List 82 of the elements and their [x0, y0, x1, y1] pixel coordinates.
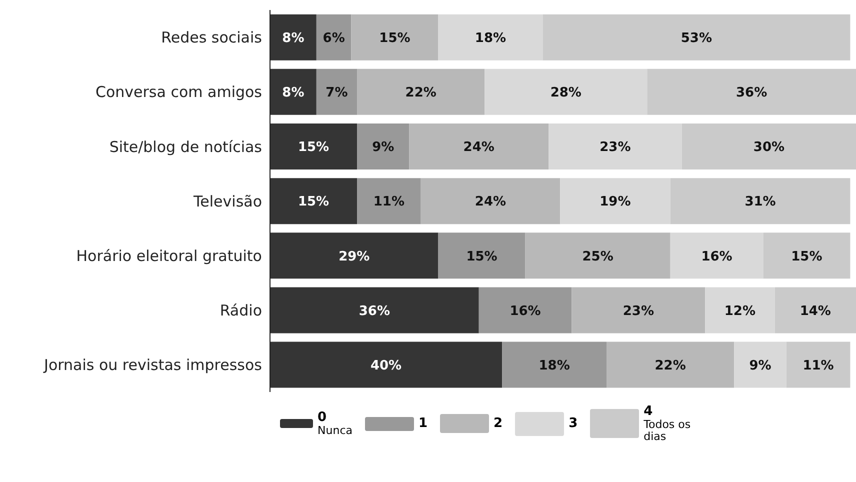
data-label: 16% — [701, 249, 732, 264]
bar — [270, 342, 502, 388]
y-tick-label: Conversa com amigos — [96, 83, 262, 102]
bar — [438, 232, 526, 279]
y-tick-label: Televisão — [192, 192, 262, 210]
data-label: 40% — [370, 358, 402, 374]
y-tick-label: Rádio — [220, 301, 262, 320]
bar — [560, 178, 670, 224]
data-label: 15% — [298, 194, 330, 210]
bar — [270, 287, 479, 334]
data-label: 53% — [680, 30, 712, 46]
bar — [316, 68, 358, 115]
bar — [763, 232, 850, 279]
bar — [316, 14, 352, 60]
bar — [478, 287, 572, 334]
bar — [270, 178, 358, 224]
data-label: 8% — [282, 30, 304, 46]
data-label: 16% — [510, 304, 541, 319]
bar — [484, 68, 648, 115]
bar — [705, 287, 775, 334]
y-tick-label: Jornais ou revistas impressos — [43, 356, 262, 374]
data-label: 18% — [538, 358, 570, 374]
y-tick-label: Horário eleitoral gratuito — [76, 246, 262, 265]
bar — [357, 178, 421, 224]
data-label: 6% — [322, 30, 345, 46]
data-label: 36% — [358, 304, 390, 319]
bar — [682, 124, 856, 170]
bar — [542, 14, 850, 60]
data-label: 24% — [474, 194, 506, 210]
legend-label: 4 Todos os dias — [644, 404, 692, 443]
bar — [572, 287, 706, 334]
data-label: 24% — [463, 140, 494, 156]
bar — [670, 178, 850, 224]
data-label: 29% — [338, 249, 370, 264]
bar — [351, 14, 438, 60]
data-label: 19% — [600, 194, 631, 210]
bar — [409, 124, 548, 170]
bar — [357, 68, 485, 115]
data-label: 23% — [600, 140, 631, 156]
data-label: 15% — [298, 140, 330, 156]
legend-label: 0 Nunca — [318, 410, 352, 437]
data-label: 31% — [744, 194, 776, 210]
bar — [270, 68, 316, 115]
bar — [734, 342, 786, 388]
bar — [270, 124, 358, 170]
legend-label: 1 — [418, 416, 428, 431]
bar — [357, 124, 410, 170]
data-label: 36% — [736, 86, 768, 101]
data-label: 9% — [749, 358, 772, 374]
data-label: 14% — [800, 304, 831, 319]
data-label: 25% — [582, 249, 614, 264]
bar — [606, 342, 734, 388]
data-label: 11% — [802, 358, 834, 374]
bar — [270, 14, 316, 60]
bar — [502, 342, 607, 388]
y-tick-label: Site/blog de notícias — [109, 138, 262, 156]
data-label: 15% — [379, 30, 410, 46]
legend-label: 3 — [568, 416, 578, 431]
data-label: 11% — [373, 194, 405, 210]
data-label: 22% — [405, 86, 436, 101]
bar — [270, 232, 438, 279]
data-label: 8% — [282, 86, 304, 101]
data-label: 18% — [474, 30, 506, 46]
bar — [786, 342, 850, 388]
y-tick-label: Redes sociais — [161, 28, 262, 47]
bar — [774, 287, 856, 334]
bar — [670, 232, 764, 279]
data-label: 12% — [724, 304, 756, 319]
data-label: 15% — [466, 249, 498, 264]
data-label: 30% — [753, 140, 785, 156]
legend-label: 2 — [494, 416, 503, 431]
bar — [647, 68, 856, 115]
bar — [420, 178, 560, 224]
bar — [525, 232, 670, 279]
data-label: 22% — [654, 358, 686, 374]
bar — [438, 14, 543, 60]
data-label: 23% — [622, 304, 654, 319]
data-label: 7% — [326, 86, 348, 101]
data-label: 15% — [791, 249, 822, 264]
data-label: 28% — [550, 86, 582, 101]
bar — [548, 124, 682, 170]
data-label: 9% — [372, 140, 394, 156]
